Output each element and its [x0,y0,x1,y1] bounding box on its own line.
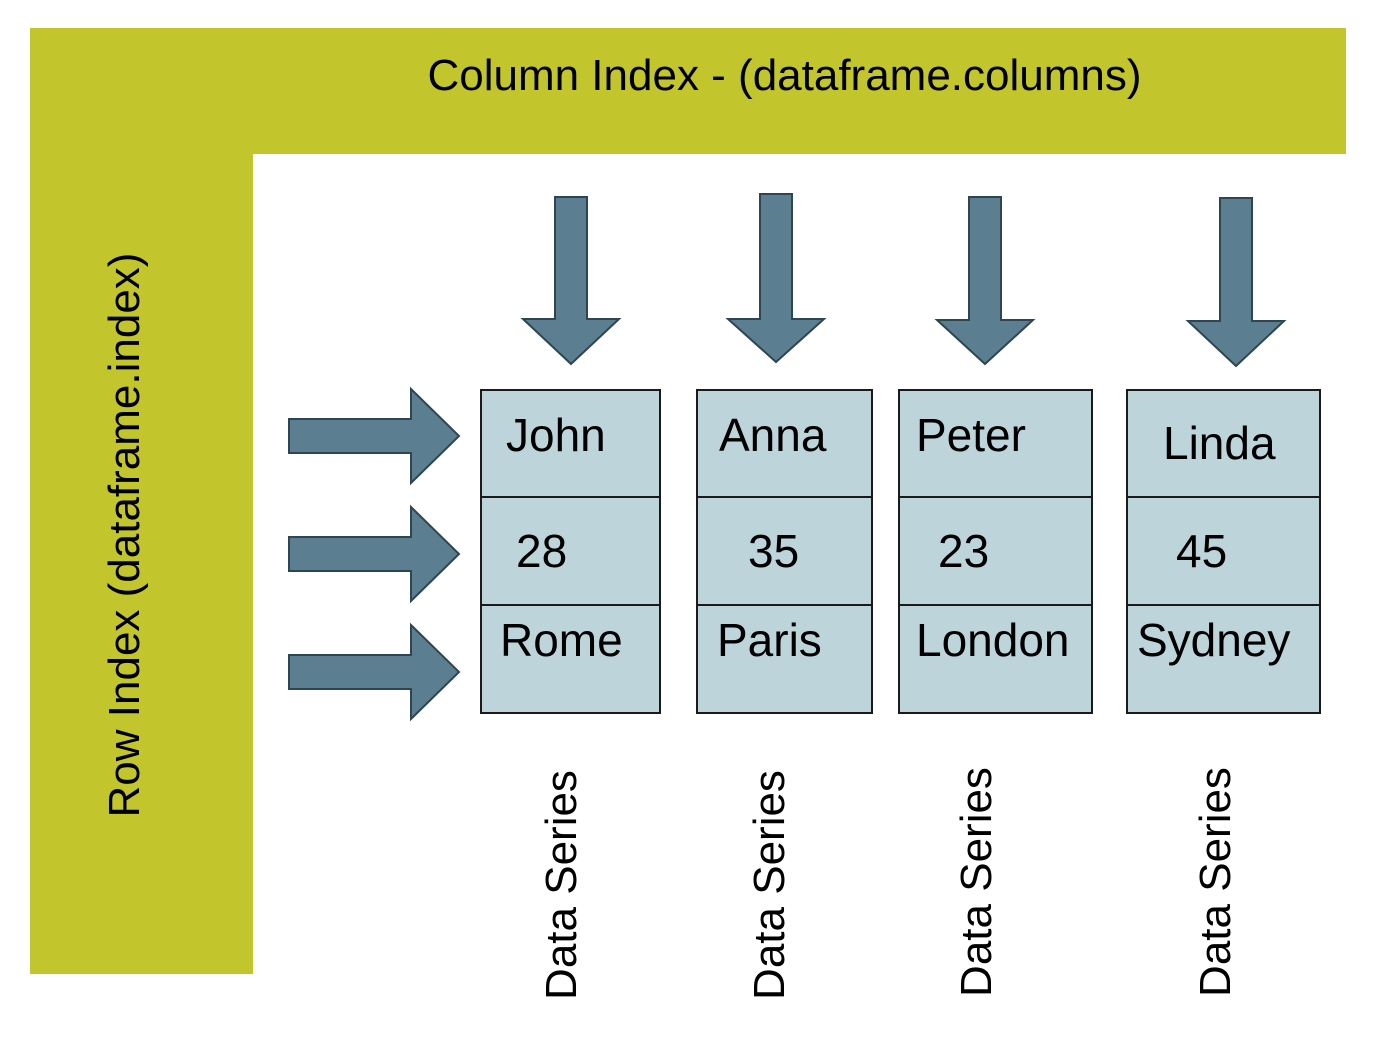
series-label-text: Data Series [952,767,1001,997]
column-arrow-down-icon [934,196,1036,366]
column-3-name-cell: Peter [898,389,1093,498]
column-arrow-down-icon [1185,197,1287,368]
series-label-text: Data Series [745,770,794,1000]
column-arrow-down-icon [725,193,827,364]
column-index-label-text: Column Index - (dataframe.columns) [427,51,1142,100]
cell-text: Paris [717,614,822,666]
row-index-band [30,28,253,974]
column-4-age-cell: 45 [1126,496,1321,606]
cell-text: 28 [516,525,568,577]
column-arrow-down-icon [520,196,622,366]
column-2-age-cell: 35 [696,496,873,606]
cell-text: Linda [1163,416,1276,469]
cell-text: 23 [938,525,990,577]
cell-text: Sydney [1137,614,1291,666]
column-1-age-cell: 28 [480,496,661,606]
cell-text: London [916,614,1070,666]
row-arrow-right-icon [288,622,461,722]
cell-text: John [506,408,606,461]
column-2-city-cell: Paris [696,604,873,714]
cell-text: Peter [916,408,1026,461]
column-1-city-cell: Rome [480,604,661,714]
row-arrow-right-icon [288,386,461,486]
series-label-text: Data Series [537,770,586,1000]
cell-text: 35 [748,525,800,577]
column-4-city-cell: Sydney [1126,604,1321,714]
column-1-name-cell: John [480,389,661,498]
column-index-label: Column Index - (dataframe.columns) [253,28,1316,124]
column-4-name-cell: Linda [1126,389,1321,498]
column-3-age-cell: 23 [898,496,1093,606]
column-2-name-cell: Anna [696,389,873,498]
cell-text: 45 [1176,525,1228,577]
cell-text: Anna [719,408,827,461]
row-arrow-right-icon [288,504,461,604]
cell-text: Rome [500,614,623,666]
series-label-text: Data Series [1191,767,1240,997]
column-3-city-cell: London [898,604,1093,714]
